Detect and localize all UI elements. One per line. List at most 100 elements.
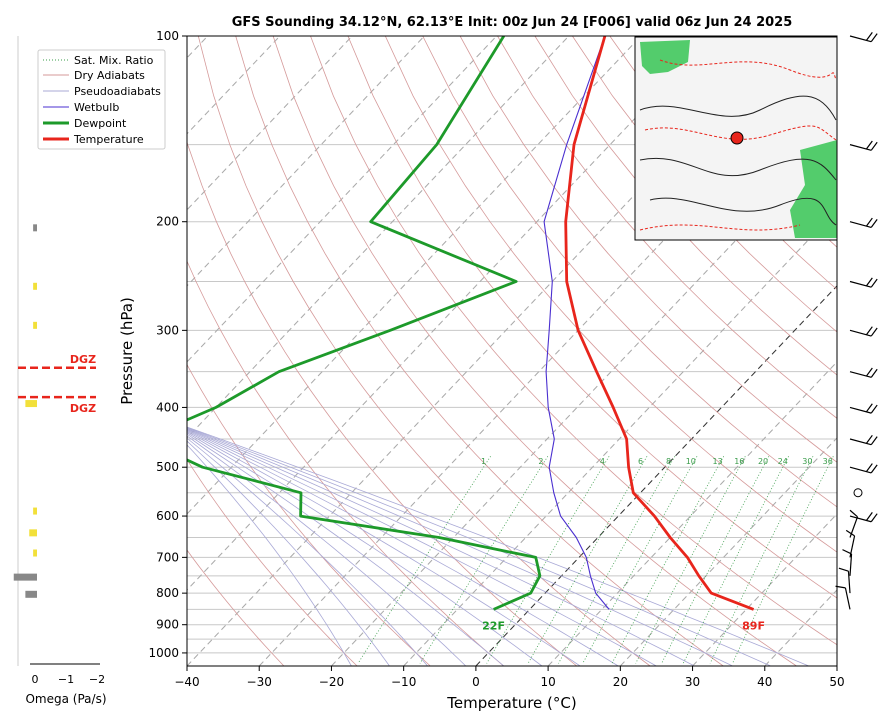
mixing-ratio-label: 30 [802, 457, 812, 466]
dry-adiabat [187, 140, 578, 666]
pseudoadiabat [187, 435, 467, 666]
pseudoadiabat [187, 428, 695, 666]
omega-tick-2: −2 [89, 673, 105, 686]
wind-barb [835, 585, 851, 610]
wind-barb [842, 549, 853, 576]
legend-label-pseudo: Pseudoadiabats [74, 85, 161, 98]
dgz-markers: DGZ DGZ [18, 353, 96, 415]
isotherm-line [187, 36, 425, 287]
mixing-ratio-label: 8 [666, 457, 671, 466]
isotherm-line [475, 285, 837, 666]
dry-adiabat [384, 36, 837, 553]
dewpoint-line [187, 36, 542, 611]
x-tick-label: −40 [174, 675, 199, 689]
surface-annotations: 22F 89F [482, 619, 765, 632]
mixing-ratio-label: 4 [600, 457, 605, 466]
pseudoadiabat [187, 440, 390, 666]
y-tick-label: 500 [156, 460, 179, 474]
legend-label-temperature: Temperature [73, 133, 144, 146]
omega-bar [33, 549, 37, 557]
map-green-area-right [790, 140, 837, 238]
wind-barbs [835, 31, 878, 610]
legend-label-wetbulb: Wetbulb [74, 101, 119, 114]
y-tick-label: 800 [156, 586, 179, 600]
y-axis-ticks: 100 200 300 400 500 600 700 800 900 1000 [148, 29, 187, 660]
omega-bar [25, 400, 37, 408]
isotherm-line [187, 36, 353, 211]
mixing-ratio-label: 13 [713, 457, 723, 466]
surface-temperature-label: 89F [742, 619, 765, 632]
y-tick-label: 200 [156, 215, 179, 229]
dgz-label: DGZ [70, 402, 96, 415]
pseudoadiabat [187, 427, 733, 666]
omega-bar [33, 507, 37, 515]
mixing-ratio-label: 2 [538, 457, 543, 466]
y-tick-label: 700 [156, 550, 179, 564]
legend-label-dewpoint: Dewpoint [74, 117, 127, 130]
wetbulb-line [543, 36, 610, 610]
mixing-ratio-line [582, 456, 698, 664]
surface-dewpoint-label: 22F [482, 619, 505, 632]
isotherm-line [619, 437, 837, 666]
dry-adiabat [197, 36, 651, 666]
dry-adiabat [534, 36, 837, 376]
inset-map [634, 36, 838, 241]
map-contour-solid-2 [639, 158, 837, 181]
y-tick-label: 600 [156, 509, 179, 523]
wind-barb [849, 367, 878, 378]
x-tick-label: 50 [829, 675, 844, 689]
mixing-ratio-line [611, 456, 725, 664]
map-contour-solid [639, 95, 837, 121]
pseudoadiabat [187, 431, 581, 666]
mixing-ratio-line [635, 456, 746, 664]
y-axis-label: Pressure (hPa) [118, 297, 136, 405]
omega-bar [33, 224, 37, 232]
mixing-ratio-line [419, 456, 549, 664]
isotherm-line [836, 665, 837, 666]
dry-adiabat [310, 36, 837, 646]
mixing-ratio-label: 6 [638, 457, 643, 466]
x-axis-label: Temperature (°C) [446, 694, 576, 712]
isotherm-line [547, 361, 837, 666]
x-tick-label: 40 [757, 675, 772, 689]
map-location-marker [730, 131, 744, 145]
dry-adiabat [459, 36, 837, 463]
mixing-ratio-label: 16 [734, 457, 744, 466]
pseudoadiabat [187, 427, 771, 666]
map-contour-dashed-3 [639, 224, 801, 231]
x-tick-label: 20 [613, 675, 628, 689]
x-tick-label: 10 [540, 675, 555, 689]
chart-title: GFS Sounding 34.12°N, 62.13°E Init: 00z … [232, 15, 793, 30]
x-tick-label: −20 [319, 675, 344, 689]
dry-adiabat [872, 36, 887, 666]
y-tick-label: 100 [156, 29, 179, 43]
mixing-ratio-line [682, 456, 789, 664]
mixing-ratio-labels: 1 2 4 6 8 10 13 16 20 24 30 36 [481, 457, 833, 466]
wind-barb [849, 434, 878, 446]
wind-barb [849, 277, 878, 288]
isotherm-line [692, 513, 837, 666]
map-contour-dashed [659, 59, 837, 81]
pseudoadiabat [187, 437, 428, 666]
omega-bar [33, 282, 37, 290]
mixing-ratio-line [558, 456, 676, 664]
map-contour-solid-3 [649, 197, 837, 226]
omega-bar [13, 573, 37, 581]
pseudoadiabat [187, 444, 352, 666]
y-tick-label: 400 [156, 400, 179, 414]
temperature-line [564, 36, 755, 611]
wind-barb [849, 326, 878, 337]
mixing-ratio-label: 24 [778, 457, 788, 466]
map-contour-dashed-2 [644, 125, 837, 141]
map-green-area-top-left [640, 40, 690, 74]
dry-adiabat [497, 36, 837, 419]
omega-bar [29, 529, 37, 537]
dry-adiabat [187, 458, 358, 666]
pseudoadiabat [187, 429, 657, 666]
wind-barb [849, 140, 878, 151]
plot-frame [186, 35, 838, 667]
x-tick-label: 0 [472, 675, 480, 689]
y-tick-label: 1000 [148, 646, 179, 660]
dry-adiabat [187, 260, 504, 666]
